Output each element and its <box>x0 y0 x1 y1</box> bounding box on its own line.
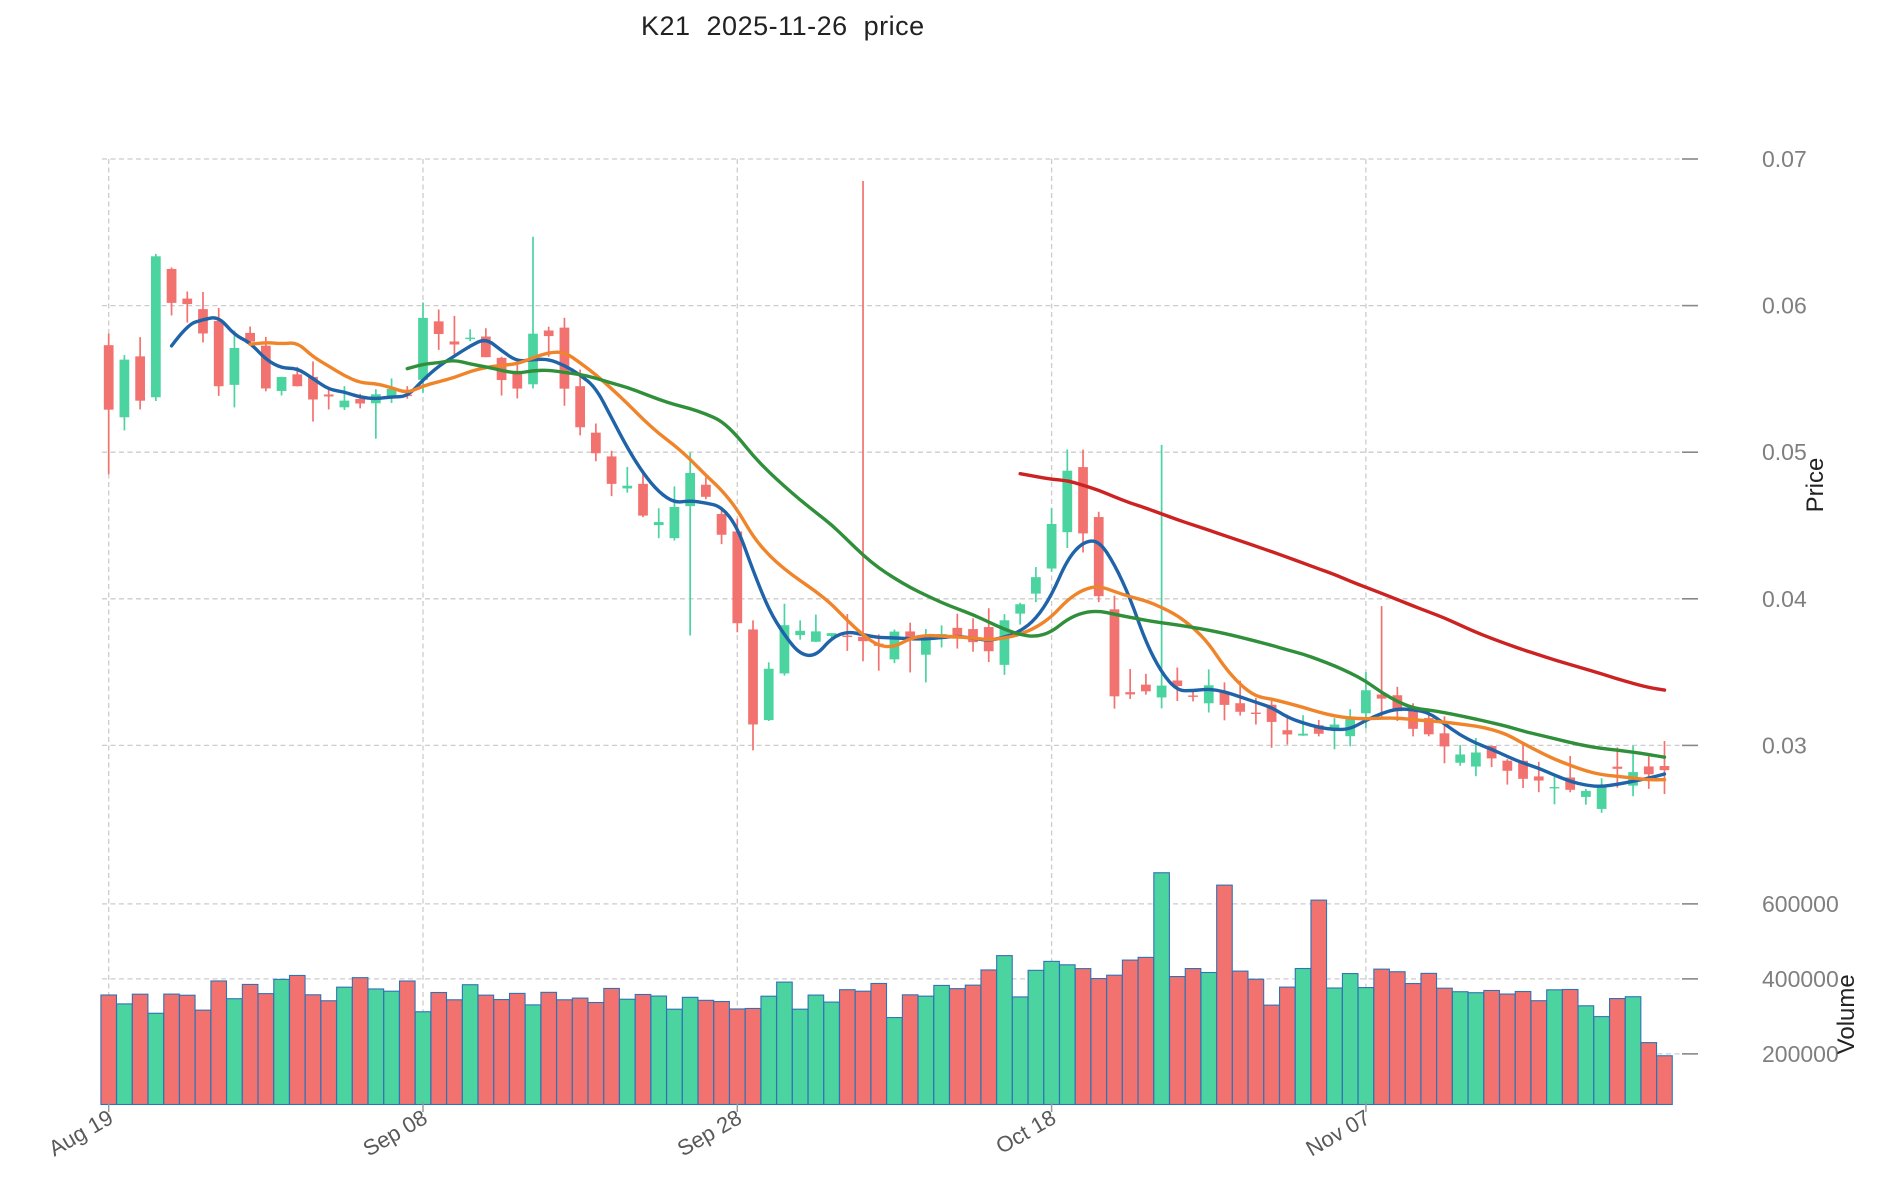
svg-text:600000: 600000 <box>1762 891 1839 917</box>
svg-text:400000: 400000 <box>1762 966 1839 992</box>
svg-text:Price: Price <box>1802 458 1829 513</box>
svg-text:Sep 28: Sep 28 <box>673 1105 746 1162</box>
svg-text:0.04: 0.04 <box>1762 586 1807 612</box>
svg-text:0.07: 0.07 <box>1762 146 1807 172</box>
svg-text:200000: 200000 <box>1762 1041 1839 1067</box>
svg-text:0.06: 0.06 <box>1762 293 1807 319</box>
svg-text:Nov 07: Nov 07 <box>1302 1105 1375 1162</box>
svg-text:Sep 08: Sep 08 <box>359 1105 432 1162</box>
svg-text:Aug 19: Aug 19 <box>44 1105 117 1162</box>
svg-text:Volume: Volume <box>1833 974 1860 1054</box>
svg-text:0.05: 0.05 <box>1762 439 1807 465</box>
svg-text:Oct 18: Oct 18 <box>991 1105 1060 1159</box>
svg-text:0.03: 0.03 <box>1762 732 1807 758</box>
